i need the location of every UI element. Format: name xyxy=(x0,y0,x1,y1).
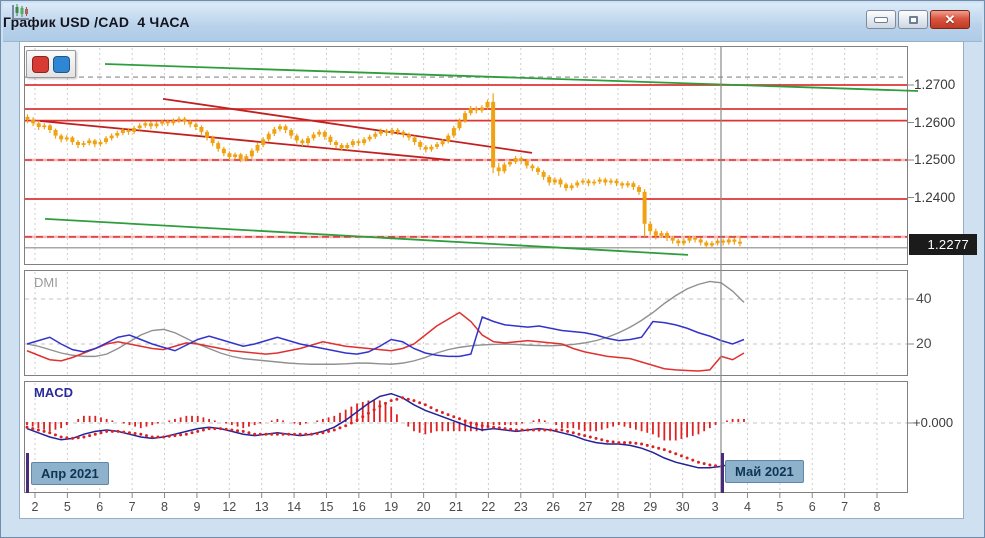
x-axis-label: 23 xyxy=(513,500,528,514)
x-axis-label: 21 xyxy=(449,500,463,514)
month-boundary-line xyxy=(26,453,29,493)
x-axis-label: 9 xyxy=(193,500,201,514)
x-axis-label: 20 xyxy=(416,500,431,514)
minimize-button[interactable] xyxy=(866,10,896,29)
dmi-panel[interactable]: DMI xyxy=(24,270,908,376)
current-price-badge: 1.2277 xyxy=(909,233,977,255)
month-label-april: Апр 2021 xyxy=(31,462,109,485)
price-axis-label: 1.2500 xyxy=(914,152,956,167)
x-axis-label: 27 xyxy=(578,500,593,514)
price-panel[interactable] xyxy=(24,46,908,265)
x-axis-label: 5 xyxy=(63,500,71,514)
x-axis-label: 12 xyxy=(222,500,237,514)
x-axis-label: 2 xyxy=(31,500,39,514)
dmi-axis-tick-20: 20 xyxy=(916,335,932,351)
dmi-indicator-label: DMI xyxy=(34,275,58,290)
x-axis-label: 5 xyxy=(776,500,784,514)
blue-marker-button[interactable] xyxy=(53,55,70,73)
chart-canvas[interactable] xyxy=(20,42,965,520)
x-axis-label: 7 xyxy=(128,500,136,514)
x-axis-label: 28 xyxy=(610,500,625,514)
x-axis-label: 22 xyxy=(481,500,496,514)
x-axis-label: 3 xyxy=(711,500,719,514)
close-icon: ✕ xyxy=(944,12,956,27)
x-axis-label: 8 xyxy=(161,500,169,514)
x-axis-label: 7 xyxy=(841,500,849,514)
x-axis-label: 14 xyxy=(287,500,302,514)
x-axis-label: 15 xyxy=(319,500,334,514)
month-label-may: Май 2021 xyxy=(725,460,804,483)
candlestick-chart-icon xyxy=(12,4,29,20)
x-axis-label: 4 xyxy=(743,500,751,514)
maximize-button[interactable] xyxy=(898,10,928,29)
x-axis-label: 29 xyxy=(643,500,658,514)
macd-indicator-label: MACD xyxy=(34,385,73,400)
close-button[interactable]: ✕ xyxy=(930,10,970,29)
x-axis-label: 13 xyxy=(254,500,269,514)
minimize-icon xyxy=(874,16,888,23)
dmi-axis-tick-40: 40 xyxy=(916,290,932,306)
x-axis-label: 6 xyxy=(96,500,104,514)
month-boundary-line xyxy=(721,453,724,493)
price-axis-label: 1.2400 xyxy=(914,189,956,205)
chart-mini-toolbar xyxy=(26,50,76,78)
window-title: График USD /CAD 4 ЧАСА xyxy=(3,14,190,30)
x-axis-label: 8 xyxy=(873,500,881,514)
price-axis-label: 1.2600 xyxy=(914,114,956,130)
chart-client-area: DMI MACD 1.2277 40 20 +0.000 Апр 2021 Ма… xyxy=(19,41,977,520)
red-marker-button[interactable] xyxy=(32,55,49,73)
x-axis-label: 19 xyxy=(384,500,399,514)
window-titlebar[interactable]: График USD /CAD 4 ЧАСА ✕ xyxy=(3,3,982,42)
x-axis-label: 6 xyxy=(808,500,816,514)
macd-zero-axis-label: +0.000 xyxy=(913,415,954,430)
x-axis-label: 16 xyxy=(351,500,366,514)
x-axis-label: 30 xyxy=(675,500,690,514)
maximize-icon xyxy=(908,15,918,24)
price-axis-label: 1.2700 xyxy=(914,77,956,92)
x-axis-label: 26 xyxy=(546,500,561,514)
